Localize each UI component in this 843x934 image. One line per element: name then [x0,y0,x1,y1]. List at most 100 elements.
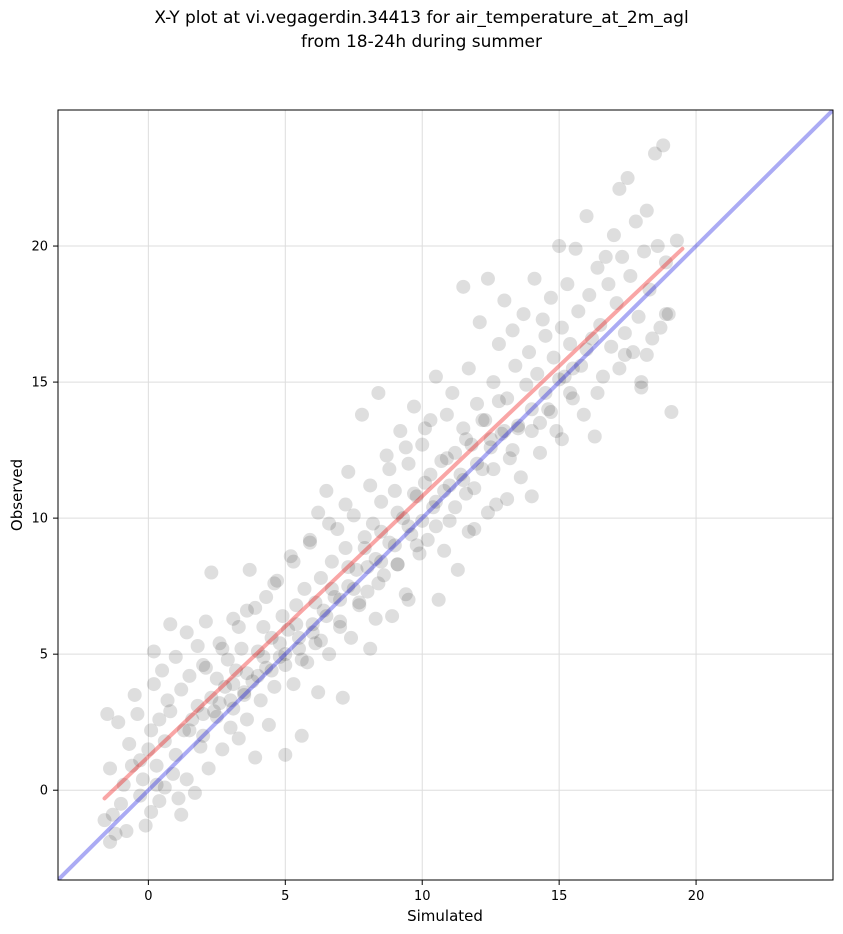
scatter-point [294,652,309,667]
scatter-point [601,277,616,292]
scatter-point [333,614,348,629]
scatter-point [552,372,567,387]
scatter-point [365,516,380,531]
scatter-point [333,619,348,634]
scatter-point [248,600,263,615]
scatter-point [469,396,484,411]
scatter-point [204,565,219,580]
scatter-point [532,445,547,460]
scatter-point [133,788,148,803]
y-axis-ticks: 0 5 10 15 20 [31,240,58,799]
scatter-point [423,413,438,428]
scatter-point [483,440,498,455]
scatter-point [223,720,238,735]
scatter-point [374,494,389,509]
scatter-point [590,385,605,400]
scatter-point [530,366,545,381]
scatter-point [522,345,537,360]
scatter-point [346,581,361,596]
scatter-point [615,249,630,264]
scatter-point [653,320,668,335]
scatter-point [352,598,367,613]
scatter-point [612,361,627,376]
scatter-point [259,590,274,605]
scatter-point [333,592,348,607]
scatter-point [538,385,553,400]
scatter-point [124,758,139,773]
scatter-point [491,394,506,409]
scatter-point [469,456,484,471]
scatter-point [500,391,515,406]
scatter-point [302,532,317,547]
plot-frame [57,109,834,881]
scatter-point [308,636,323,651]
scatter-point [428,494,443,509]
scatter-point [149,758,164,773]
scatter-point [259,660,274,675]
scatter-point [483,432,498,447]
scatter-point [563,336,578,351]
scatter-point [278,747,293,762]
scatter-point [174,807,189,822]
scatter-point [593,317,608,332]
scatter-point [256,619,271,634]
scatter-point [423,467,438,482]
scatter-point [319,483,334,498]
scatter-point [116,777,131,792]
scatter-point [387,483,402,498]
scatter-point [376,568,391,583]
scatter-point [234,641,249,656]
scatter-point [475,462,490,477]
scatter-point [626,345,641,360]
scatter-point [538,328,553,343]
scatter-point [185,712,200,727]
y-tick-label: 5 [40,648,48,663]
identity-line [58,110,833,880]
scatter-point [324,554,339,569]
scatter-point [267,576,282,591]
scatter-point [417,421,432,436]
scatter-point [634,375,649,390]
scatter-point [639,347,654,362]
scatter-point [141,742,156,757]
scatter-point [196,658,211,673]
scatter-point [341,560,356,575]
x-axis-ticks: 0 5 10 15 20 [144,880,704,904]
scatter-point [272,649,287,664]
scatter-point [554,320,569,335]
scatter-point [322,516,337,531]
scatter-point [647,146,662,161]
scatter-point [122,736,137,751]
scatter-point [442,513,457,528]
scatter-point [237,687,252,702]
scatter-point [278,658,293,673]
scatter-point [237,685,252,700]
scatter-point [300,655,315,670]
scatter-point [344,630,359,645]
scatter-point [634,380,649,395]
scatter-point [209,671,224,686]
scatter-point [264,663,279,678]
scatter-point [661,307,676,322]
scatter-point [327,590,342,605]
scatter-point [439,407,454,422]
scatter-point [324,581,339,596]
scatter-point [543,290,558,305]
scatter-point [311,685,326,700]
scatter-point [390,505,405,520]
scatter-point [330,522,345,537]
scatter-point [313,570,328,585]
scatter-point [379,448,394,463]
scatter-point [135,772,150,787]
scatter-point [302,535,317,550]
scatter-point [176,723,191,738]
scatter-point [554,432,569,447]
scatter-point [415,513,430,528]
scatter-point [163,617,178,632]
scatter-point [289,617,304,632]
scatter-point [226,611,241,626]
scatter-point [103,834,118,849]
scatter-point [245,674,260,689]
scatter-point [187,785,202,800]
